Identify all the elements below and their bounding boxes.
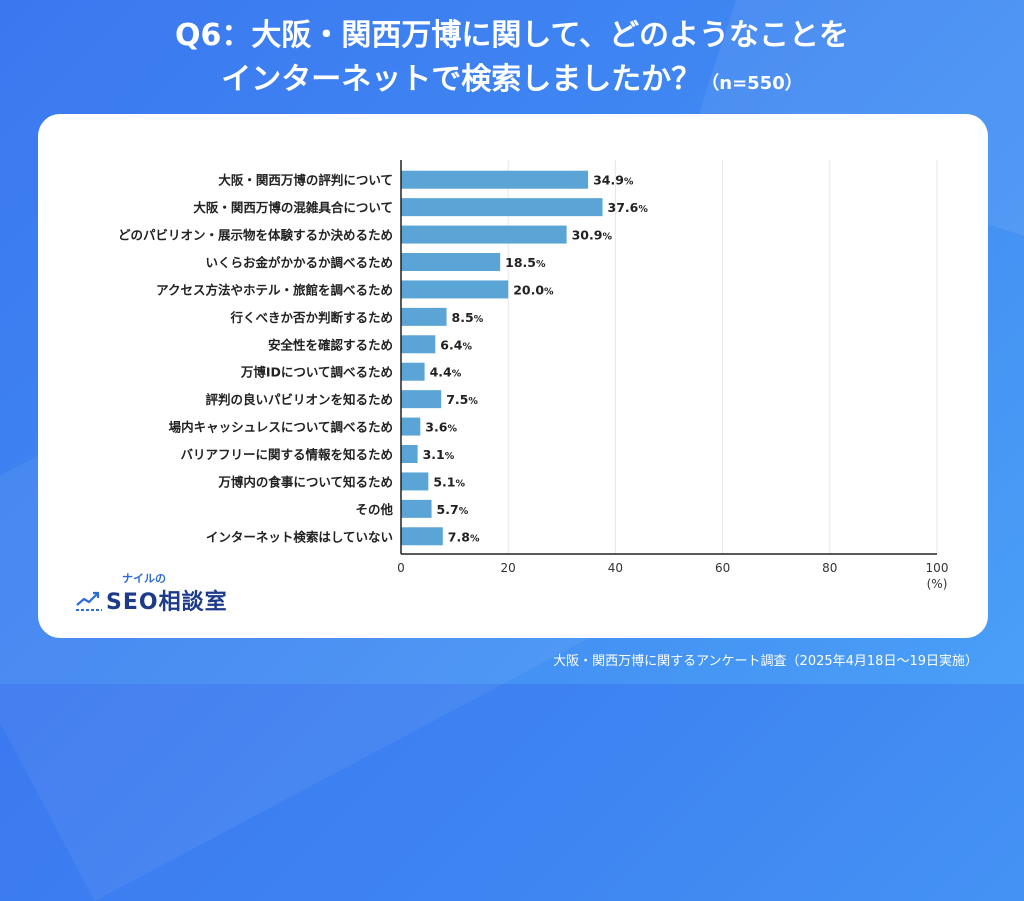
x-axis-unit: (%) — [927, 577, 948, 591]
data-label: 5.7% — [437, 502, 469, 517]
x-tick-label: 60 — [715, 561, 730, 575]
category-label: 場内キャッシュレスについて調べるため — [169, 420, 393, 435]
x-tick-label: 100 — [926, 561, 949, 575]
title-line-2: インターネットで検索しましたか？（n=550） — [0, 58, 1024, 106]
bar — [401, 499, 432, 518]
category-label: いくらお金がかかるか調べるため — [205, 255, 393, 270]
brand-logo: ナイルの SEO相談室 — [74, 570, 244, 620]
x-tick-label: 40 — [608, 561, 623, 575]
category-label: 大阪・関西万博の評判について — [218, 173, 393, 188]
data-label: 37.6% — [608, 200, 649, 215]
data-label: 20.0% — [513, 282, 554, 297]
category-label: 安全性を確認するため — [268, 337, 393, 352]
x-tick-label: 20 — [501, 561, 516, 575]
data-label: 7.8% — [448, 529, 480, 544]
title-line-2-text: インターネットで検索しましたか？ — [221, 62, 702, 97]
category-label: バリアフリーに関する情報を知るため — [180, 447, 393, 462]
bar — [401, 280, 509, 299]
bar — [401, 472, 429, 491]
data-label: 18.5% — [505, 255, 546, 270]
category-label: 行くべきか否か判断するため — [229, 310, 393, 325]
bar — [401, 170, 589, 189]
title-line-1: Q6：大阪・関西万博に関して、どのようなことを — [175, 18, 849, 53]
data-label: 7.5% — [446, 392, 478, 407]
category-label: 万博IDについて調べるため — [240, 365, 393, 380]
category-label: インターネット検索はしていない — [206, 529, 393, 544]
data-label: 34.9% — [593, 173, 634, 188]
chart-card: 大阪・関西万博の評判について 34.9% 大阪・関西万博の混雑具合について 37.6%… — [38, 114, 988, 638]
bar — [401, 307, 447, 326]
bar — [401, 362, 425, 381]
x-tick-label: 0 — [397, 561, 405, 575]
bar-chart: 大阪・関西万博の評判について 34.9% 大阪・関西万博の混雑具合について 37.6%… — [118, 160, 949, 591]
bar — [401, 445, 418, 463]
category-label: どのパビリオン・展示物を体験するか決めるため — [118, 228, 393, 243]
bar — [401, 390, 442, 409]
data-label: 5.1% — [433, 474, 465, 489]
trend-chart-icon — [76, 591, 102, 611]
category-label: 万博内の食事について知るため — [217, 474, 393, 489]
logo-subtitle: ナイルの — [122, 572, 166, 585]
data-label: 8.5% — [452, 310, 484, 325]
bar — [401, 527, 443, 546]
bar — [401, 225, 567, 244]
bar — [401, 417, 421, 436]
data-label: 6.4% — [440, 337, 472, 352]
category-label: アクセス方法やホテル・旅館を調べるため — [156, 282, 393, 297]
chart-title: Q6：大阪・関西万博に関して、どのようなことを インターネットで検索しましたか？… — [0, 14, 1024, 106]
sample-size: （n=550） — [701, 73, 803, 94]
data-label: 4.4% — [430, 365, 462, 380]
category-label: 大阪・関西万博の混雑具合について — [193, 200, 393, 215]
x-tick-label: 80 — [822, 561, 837, 575]
survey-footnote: 大阪・関西万博に関するアンケート調査（2025年4月18日〜19日実施） — [553, 654, 978, 669]
category-label: 評判の良いパビリオンを知るため — [205, 392, 393, 407]
data-label: 30.9% — [572, 228, 613, 243]
data-label: 3.1% — [423, 447, 455, 462]
bar — [401, 198, 603, 217]
logo-title: SEO相談室 — [106, 590, 228, 615]
bar — [401, 335, 436, 354]
data-label: 3.6% — [425, 420, 457, 435]
bar — [401, 253, 501, 271]
category-label: その他 — [355, 502, 393, 517]
